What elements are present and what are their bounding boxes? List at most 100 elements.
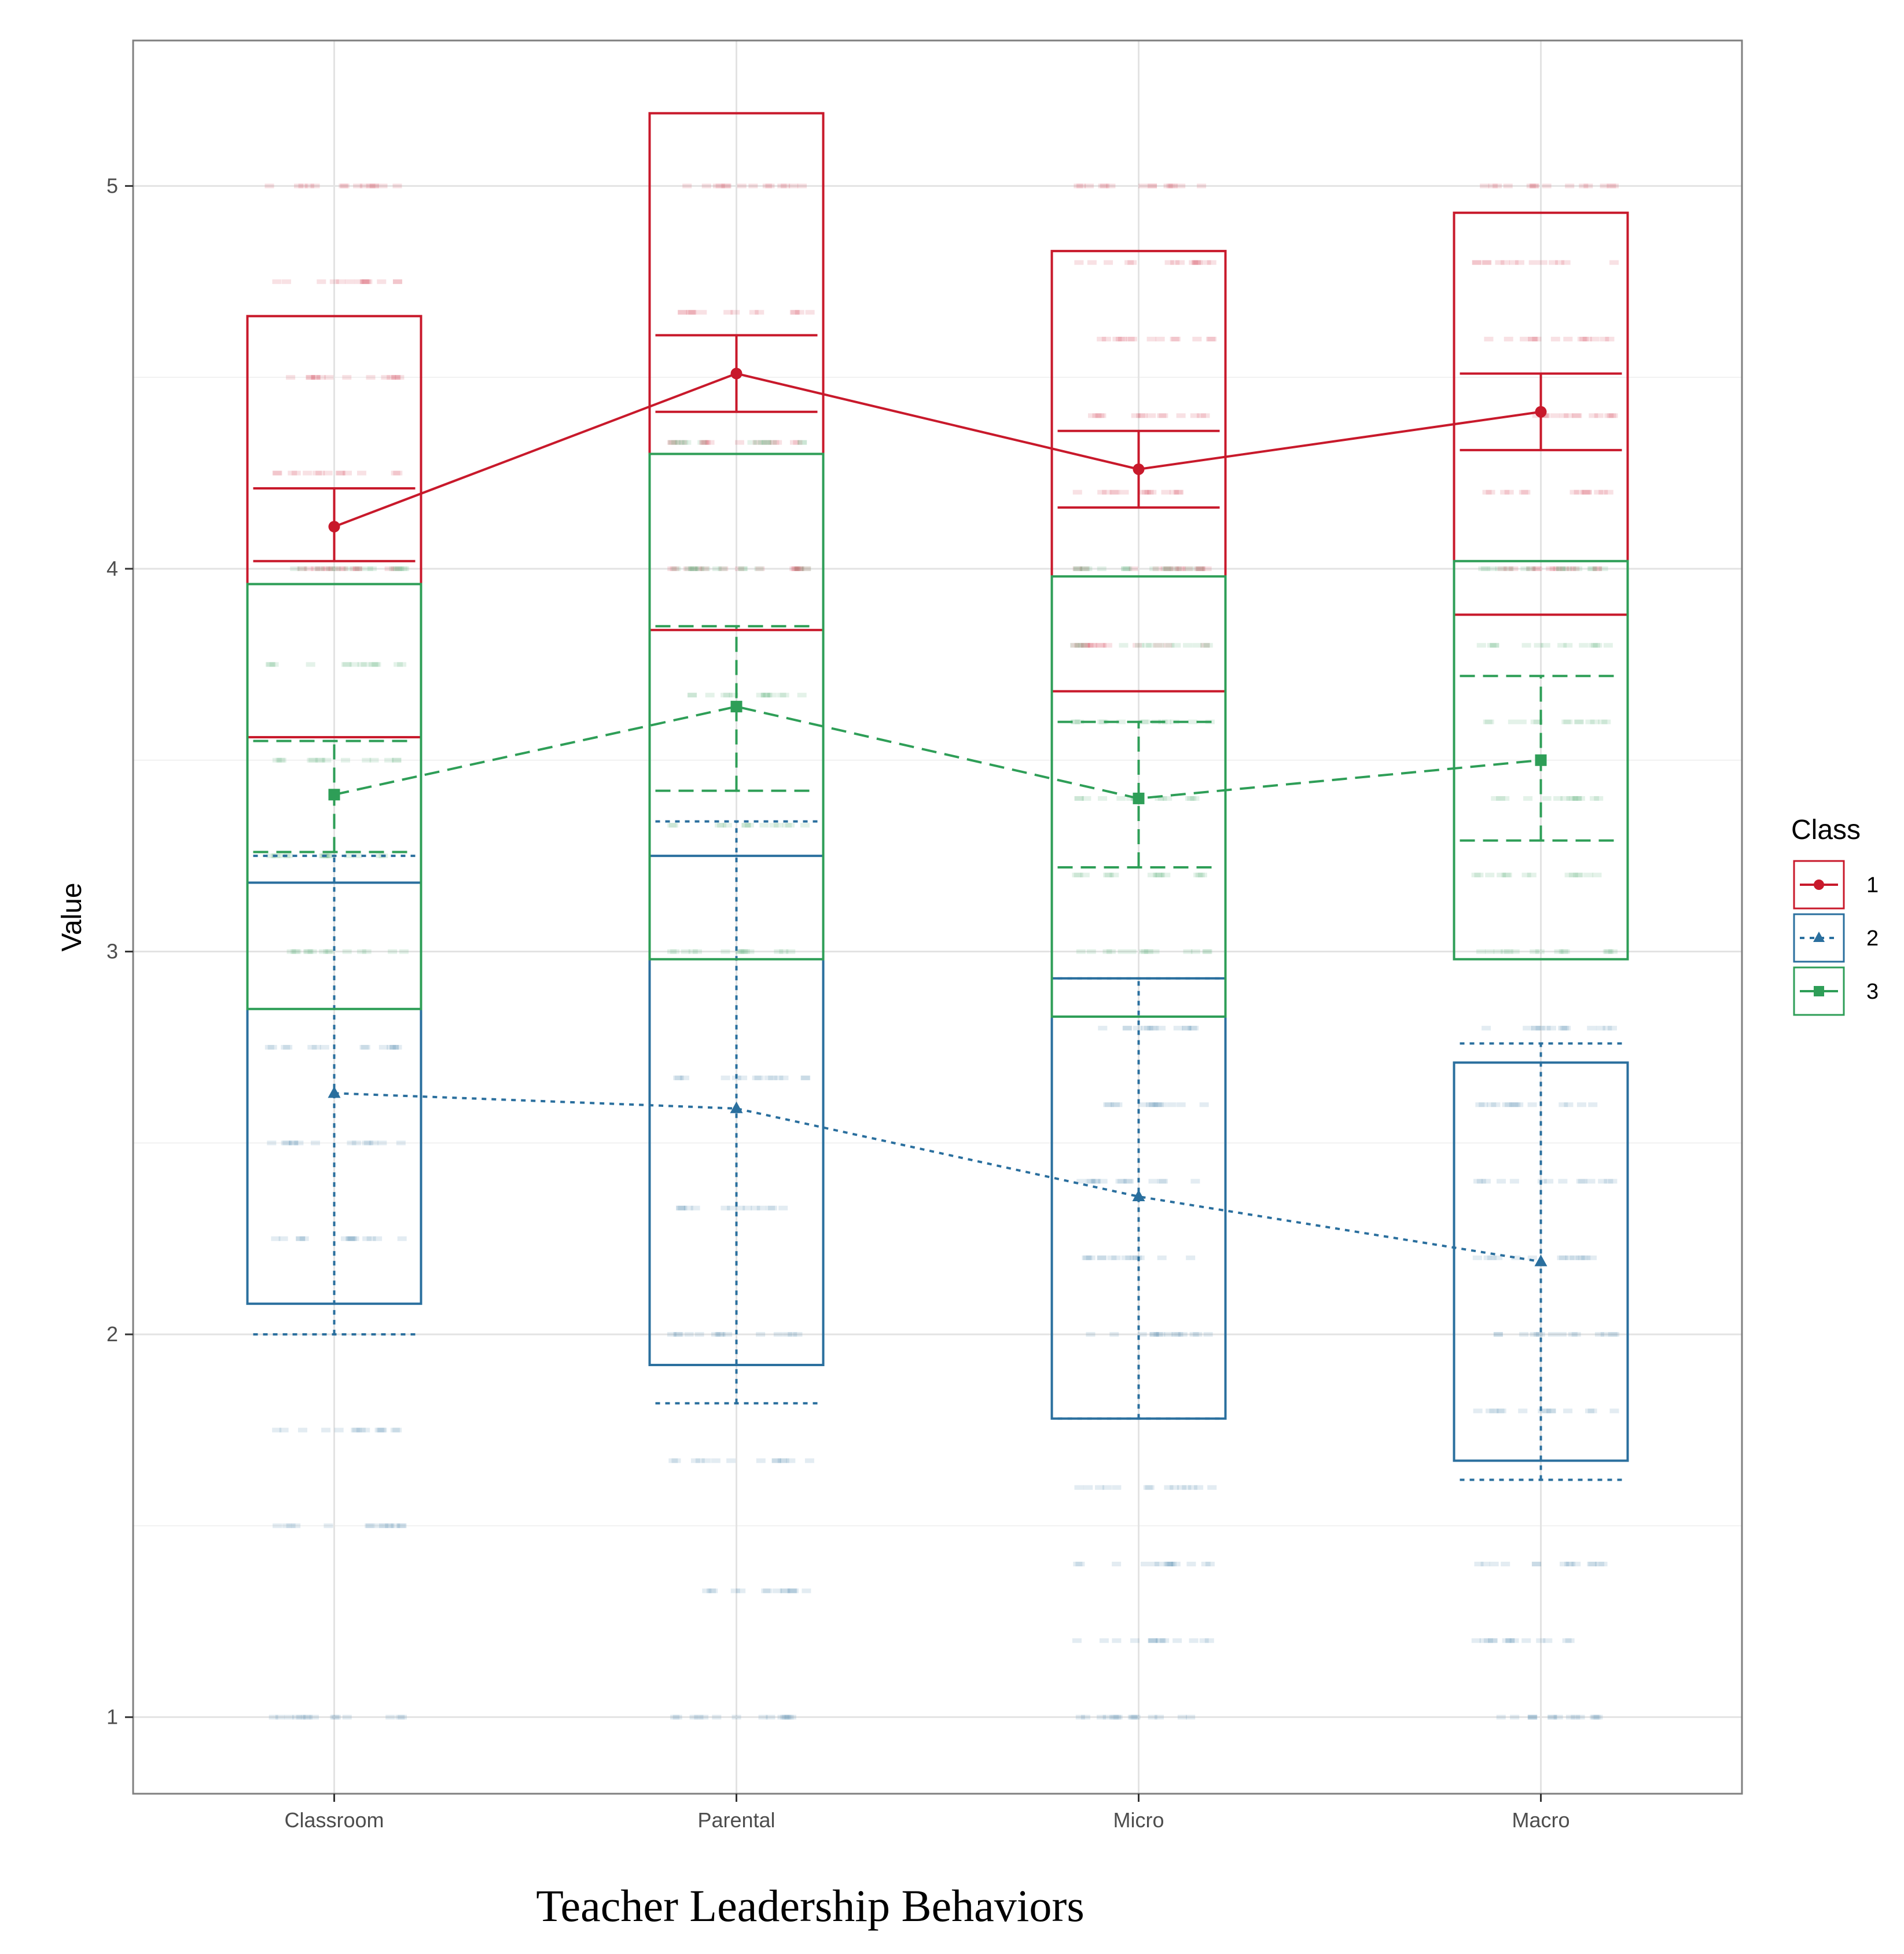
data-point-s2 bbox=[1578, 1255, 1588, 1260]
data-point-s2 bbox=[754, 1075, 764, 1080]
data-point-s2 bbox=[374, 1427, 384, 1433]
data-point-s3 bbox=[1573, 873, 1583, 878]
data-point-s3 bbox=[1592, 873, 1602, 878]
data-point-s1 bbox=[384, 566, 394, 571]
data-point-s1 bbox=[381, 375, 391, 380]
data-point-s1 bbox=[1542, 183, 1552, 189]
data-point-s1 bbox=[1531, 566, 1541, 571]
data-point-s2 bbox=[321, 1427, 331, 1433]
data-point-s1 bbox=[1515, 260, 1524, 265]
data-point-s1 bbox=[1131, 413, 1141, 418]
data-point-s1 bbox=[1074, 260, 1084, 265]
data-point-s2 bbox=[1472, 1255, 1482, 1260]
data-point-s3 bbox=[1508, 719, 1517, 724]
mean-point-s1 bbox=[328, 521, 340, 533]
data-point-s1 bbox=[1569, 490, 1579, 495]
data-point-s3 bbox=[1589, 796, 1599, 801]
mean-point-s1 bbox=[1133, 463, 1145, 475]
data-point-s2 bbox=[743, 1205, 752, 1210]
data-point-s2 bbox=[272, 1427, 282, 1433]
data-point-s3 bbox=[1572, 796, 1582, 801]
data-point-s1 bbox=[356, 470, 366, 476]
data-point-s2 bbox=[294, 1140, 304, 1146]
data-point-s2 bbox=[1509, 1102, 1519, 1107]
data-point-s1 bbox=[1207, 337, 1217, 342]
data-point-s2 bbox=[1170, 1485, 1179, 1490]
data-point-s2 bbox=[676, 1205, 686, 1210]
data-point-s3 bbox=[1165, 643, 1175, 648]
data-point-s1 bbox=[1604, 413, 1614, 418]
data-point-s3 bbox=[1566, 796, 1576, 801]
data-point-s3 bbox=[1493, 949, 1503, 954]
data-point-s2 bbox=[1586, 1179, 1596, 1184]
data-point-s2 bbox=[802, 1588, 811, 1594]
data-point-s3 bbox=[786, 949, 796, 954]
data-point-s3 bbox=[1554, 949, 1564, 954]
data-point-s1 bbox=[1207, 260, 1216, 265]
data-point-s2 bbox=[1537, 1179, 1547, 1184]
data-point-s3 bbox=[1501, 873, 1511, 878]
data-point-s3 bbox=[763, 693, 773, 698]
data-point-s3 bbox=[1608, 949, 1618, 954]
data-point-s3 bbox=[1190, 949, 1200, 954]
data-point-s3 bbox=[735, 949, 745, 954]
data-point-s2 bbox=[780, 1458, 789, 1463]
data-point-s1 bbox=[1605, 337, 1615, 342]
data-point-s1 bbox=[352, 566, 362, 571]
data-point-s3 bbox=[1203, 949, 1212, 954]
data-point-s1 bbox=[359, 279, 369, 284]
data-point-s2 bbox=[351, 1140, 361, 1146]
data-point-s3 bbox=[767, 693, 777, 698]
data-point-s3 bbox=[1573, 566, 1583, 571]
data-point-s3 bbox=[1075, 719, 1085, 724]
data-point-s3 bbox=[1568, 873, 1578, 878]
data-point-s3 bbox=[797, 440, 807, 445]
data-point-s1 bbox=[1124, 260, 1134, 265]
data-point-s1 bbox=[1482, 490, 1492, 495]
data-point-s1 bbox=[1528, 337, 1538, 342]
data-point-s2 bbox=[1510, 1714, 1520, 1720]
data-point-s1 bbox=[288, 470, 297, 476]
data-point-s3 bbox=[745, 949, 755, 954]
data-point-s1 bbox=[1189, 260, 1199, 265]
data-point-s3 bbox=[394, 662, 403, 667]
data-point-s2 bbox=[1587, 1408, 1597, 1414]
data-point-s3 bbox=[1163, 796, 1172, 801]
data-point-s2 bbox=[673, 1332, 683, 1337]
data-point-s2 bbox=[1141, 1025, 1151, 1031]
data-point-s1 bbox=[668, 440, 678, 445]
data-point-s2 bbox=[1123, 1179, 1133, 1184]
data-point-s1 bbox=[734, 566, 744, 571]
data-point-s1 bbox=[686, 310, 696, 315]
data-point-s2 bbox=[1598, 1179, 1608, 1184]
data-point-s1 bbox=[1529, 183, 1539, 189]
data-point-s1 bbox=[354, 279, 364, 284]
data-point-s1 bbox=[1607, 183, 1616, 189]
mean-point-s2 bbox=[1534, 1254, 1548, 1267]
data-point-s1 bbox=[1526, 183, 1536, 189]
data-point-s2 bbox=[780, 1714, 790, 1720]
data-point-s2 bbox=[297, 1427, 307, 1433]
data-point-s2 bbox=[389, 1044, 399, 1050]
mean-point-s3 bbox=[730, 701, 743, 713]
data-point-s3 bbox=[1563, 566, 1572, 571]
data-point-s2 bbox=[676, 1205, 686, 1210]
data-point-s3 bbox=[1604, 949, 1614, 954]
data-point-s2 bbox=[1085, 1179, 1095, 1184]
data-point-s2 bbox=[384, 1523, 394, 1528]
data-point-s3 bbox=[785, 823, 795, 828]
data-point-s3 bbox=[398, 566, 408, 571]
data-point-s3 bbox=[1103, 873, 1113, 878]
sd-box-s3 bbox=[648, 452, 825, 961]
data-point-s2 bbox=[768, 1075, 778, 1080]
data-point-s1 bbox=[1201, 260, 1211, 265]
legend-marker-s3 bbox=[1814, 986, 1824, 996]
data-point-s2 bbox=[1571, 1562, 1581, 1567]
data-point-s2 bbox=[1115, 1179, 1125, 1184]
data-point-s2 bbox=[392, 1427, 402, 1433]
data-point-s2 bbox=[377, 1427, 387, 1433]
data-point-s2 bbox=[1177, 1485, 1186, 1490]
data-point-s2 bbox=[1137, 1332, 1147, 1337]
data-point-s3 bbox=[1119, 643, 1129, 648]
data-point-s3 bbox=[1086, 949, 1096, 954]
